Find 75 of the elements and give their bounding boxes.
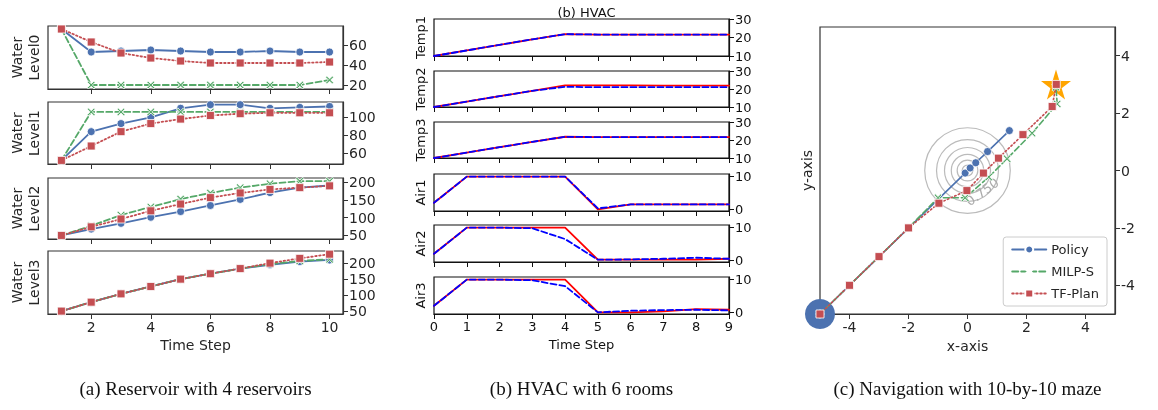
y-tick-label: 40 bbox=[349, 57, 367, 73]
y-axis-title: y-axis bbox=[798, 149, 815, 192]
y-axis-title: Water Level3 bbox=[8, 259, 42, 306]
y-tick-label: 30 bbox=[735, 63, 752, 79]
y-axis-title: Temp3 bbox=[412, 118, 428, 163]
y-axis-title: Air2 bbox=[412, 230, 428, 257]
x-tick-label: 6 bbox=[205, 319, 215, 335]
x-tick-label: 6 bbox=[626, 319, 635, 334]
x-tick-label: 0 bbox=[963, 319, 972, 335]
y-axis-title: Temp2 bbox=[412, 67, 428, 112]
x-tick-label: 8 bbox=[692, 319, 701, 334]
x-tick-label: 5 bbox=[593, 319, 603, 334]
y-tick-label: 4 bbox=[1121, 47, 1130, 64]
x-tick-label: 3 bbox=[528, 319, 537, 334]
y-tick-label: 100 bbox=[349, 287, 376, 304]
y-tick-label: 20 bbox=[735, 81, 752, 97]
chart-title: (b) HVAC bbox=[557, 5, 616, 20]
x-tick-label: 2 bbox=[86, 319, 96, 335]
y-tick-label: -4 bbox=[1121, 277, 1136, 294]
y-axis-title: Water Level2 bbox=[8, 185, 42, 232]
x-tick-label: 1 bbox=[462, 319, 471, 334]
y-tick-label: 60 bbox=[349, 145, 367, 162]
y-tick-label: 150 bbox=[349, 271, 376, 288]
y-tick-label: 10 bbox=[735, 99, 752, 115]
legend-label: Policy bbox=[1051, 242, 1089, 257]
x-tick-label: 8 bbox=[265, 319, 275, 335]
y-axis-title: Air1 bbox=[412, 179, 428, 206]
y-tick-label: 30 bbox=[735, 114, 752, 130]
y-tick-label: 100 bbox=[349, 209, 376, 226]
x-tick-label: 2 bbox=[1022, 319, 1031, 335]
y-axis-title: Temp1 bbox=[412, 16, 428, 60]
y-axis-title: Water Level0 bbox=[8, 34, 42, 81]
y-tick-label: 10 bbox=[735, 48, 752, 64]
y-tick-label: 0 bbox=[735, 252, 744, 268]
y-tick-label: -2 bbox=[1121, 219, 1135, 236]
y-axis-title: Air3 bbox=[412, 282, 428, 309]
x-tick-label: -4 bbox=[842, 319, 857, 335]
x-tick-label: 7 bbox=[659, 319, 668, 334]
x-tick-label: 4 bbox=[1081, 319, 1091, 335]
text: (c) Navigation with 10-by-10 maze bbox=[832, 378, 1103, 400]
text: (a) Reservoir with 4 reservoirs bbox=[78, 378, 313, 400]
x-tick-label: 9 bbox=[724, 319, 734, 334]
y-axis-title: Water Level1 bbox=[8, 110, 42, 156]
y-tick-label: 20 bbox=[735, 132, 752, 148]
y-tick-label: 2 bbox=[1121, 105, 1130, 122]
y-tick-label: 10 bbox=[735, 220, 752, 236]
x-tick-label: 10 bbox=[320, 319, 339, 335]
y-tick-label: 10 bbox=[735, 272, 752, 288]
legend-label: TF-Plan bbox=[1050, 286, 1100, 301]
y-tick-label: 80 bbox=[349, 127, 367, 144]
y-tick-label: 200 bbox=[349, 255, 376, 272]
y-tick-label: 150 bbox=[349, 191, 376, 208]
legend-label: MILP-S bbox=[1051, 264, 1095, 279]
y-tick-label: 200 bbox=[349, 173, 376, 190]
y-tick-label: 0 bbox=[1121, 162, 1130, 179]
y-tick-label: 0 bbox=[735, 201, 744, 217]
y-tick-label: 30 bbox=[735, 11, 752, 27]
x-tick-label: 4 bbox=[560, 319, 570, 334]
x-axis-title: Time Step bbox=[159, 337, 231, 353]
y-tick-label: 50 bbox=[349, 303, 367, 320]
x-tick-label: 2 bbox=[495, 319, 504, 334]
x-axis-title: Time Step bbox=[547, 337, 615, 352]
x-tick-label: 0 bbox=[429, 319, 439, 334]
x-axis-title: x-axis bbox=[946, 337, 989, 354]
y-tick-label: 50 bbox=[349, 227, 367, 244]
x-tick-label: 4 bbox=[146, 319, 156, 335]
y-tick-label: 100 bbox=[349, 109, 376, 126]
y-tick-label: 60 bbox=[349, 37, 367, 53]
x-tick-label: -2 bbox=[901, 319, 916, 335]
y-tick-label: 20 bbox=[735, 30, 752, 45]
text: (b) HVAC with 6 rooms bbox=[488, 378, 675, 400]
y-tick-label: 10 bbox=[735, 169, 752, 185]
y-tick-label: 20 bbox=[349, 77, 367, 93]
y-tick-label: 0 bbox=[735, 304, 744, 320]
y-tick-label: 10 bbox=[735, 150, 752, 166]
